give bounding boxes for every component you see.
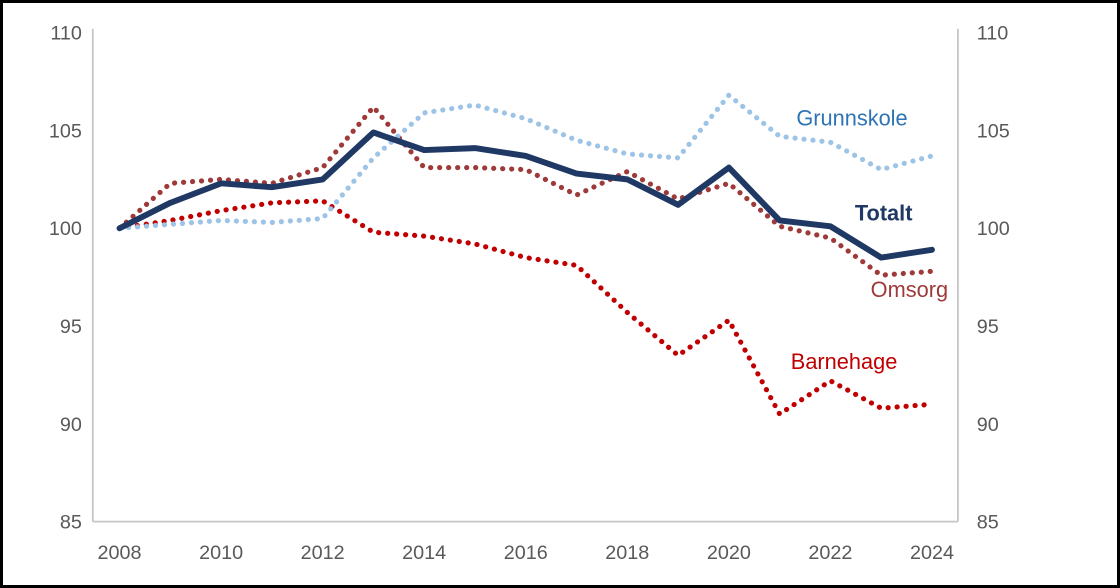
y-tick-label-left-100: 100 [49, 218, 82, 240]
barnehage-line [116, 198, 935, 417]
x-tick-label-2016: 2016 [504, 542, 548, 564]
y-tick-label-right-105: 105 [977, 120, 1010, 142]
series-label-layer: Barnehage Omsorg Grunnskole Totalt [791, 106, 948, 374]
y-tick-label-left-85: 85 [60, 512, 82, 534]
y-tick-label-right-90: 90 [977, 414, 999, 436]
series-label-barnehage: Barnehage [791, 349, 898, 374]
totalt-line [116, 129, 935, 261]
series-layer [116, 92, 935, 417]
y-tick-label-left-110: 110 [50, 23, 82, 45]
x-tick-label-2022: 2022 [808, 542, 852, 564]
grunnskole-line [116, 92, 935, 231]
series-label-totalt: Totalt [855, 201, 913, 226]
x-tick-label-2014: 2014 [402, 542, 446, 564]
y-tick-label-right-100: 100 [977, 218, 1010, 240]
tick-label-layer: 85 85 90 90 95 95 100 100 105 105 110 110 2008 2010 20… [49, 23, 1010, 565]
y-tick-label-left-95: 95 [60, 316, 82, 338]
x-tick-label-2010: 2010 [199, 542, 243, 564]
line-chart-svg: 85 85 90 90 95 95 100 100 105 105 110 110 2008 2010 20… [49, 23, 1010, 565]
y-tick-label-left-105: 105 [49, 120, 82, 142]
y-tick-label-right-95: 95 [977, 316, 999, 338]
x-tick-label-2012: 2012 [301, 542, 345, 564]
x-tick-label-2018: 2018 [605, 542, 649, 564]
axes-layer [91, 28, 959, 523]
y-tick-label-right-85: 85 [977, 512, 999, 534]
series-label-grunnskole: Grunnskole [796, 106, 907, 131]
y-tick-label-right-110: 110 [977, 23, 1009, 45]
series-label-omsorg: Omsorg [871, 277, 948, 302]
omsorg-line [116, 104, 935, 278]
x-tick-label-2020: 2020 [707, 542, 751, 564]
x-tick-label-2008: 2008 [98, 542, 142, 564]
y-tick-label-left-90: 90 [60, 414, 82, 436]
x-tick-label-2024: 2024 [910, 542, 954, 564]
